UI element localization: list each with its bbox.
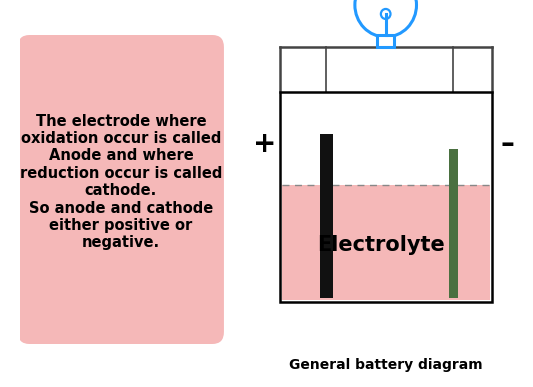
Text: +: + bbox=[253, 130, 276, 159]
Bar bbox=[280, 92, 491, 302]
Bar bbox=[449, 149, 458, 298]
Text: General battery diagram: General battery diagram bbox=[289, 358, 482, 372]
Bar bbox=[282, 185, 490, 300]
FancyBboxPatch shape bbox=[18, 35, 224, 344]
Bar bbox=[377, 35, 394, 47]
Text: –: – bbox=[500, 130, 514, 159]
Bar bbox=[320, 134, 333, 298]
Text: The electrode where
oxidation occur is called
Anode and where
reduction occur is: The electrode where oxidation occur is c… bbox=[20, 114, 222, 250]
Text: Electrolyte: Electrolyte bbox=[318, 235, 446, 255]
